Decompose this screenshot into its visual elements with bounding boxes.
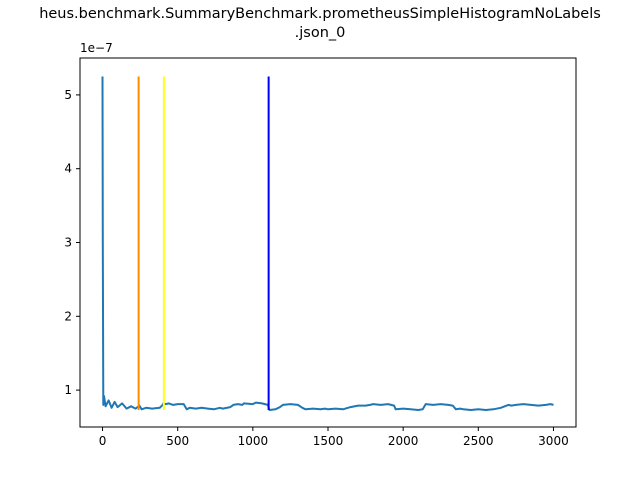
x-tick-label: 0 bbox=[99, 434, 107, 448]
x-tick-label: 2500 bbox=[463, 434, 494, 448]
x-tick-label: 1500 bbox=[313, 434, 344, 448]
y-tick-label: 1 bbox=[64, 383, 72, 397]
chart-title-line-2: .json_0 bbox=[295, 25, 346, 41]
axes-frame bbox=[79, 57, 577, 428]
y-tick-label: 5 bbox=[64, 88, 72, 102]
y-tick-label: 4 bbox=[64, 162, 72, 176]
x-tick-label: 1000 bbox=[238, 434, 269, 448]
series-line-0 bbox=[101, 76, 554, 411]
chart-title-line-1: heus.benchmark.SummaryBenchmark.promethe… bbox=[39, 6, 601, 22]
x-axis-ticks: 0 500 1000 1500 2000 2500 3000 bbox=[99, 427, 569, 448]
y-tick-label: 3 bbox=[64, 236, 72, 250]
x-tick-label: 500 bbox=[166, 434, 189, 448]
x-tick-label: 2000 bbox=[388, 434, 419, 448]
y-axis-ticks: 1 2 3 4 5 bbox=[64, 88, 80, 397]
x-tick-label: 3000 bbox=[538, 434, 569, 448]
y-tick-label: 2 bbox=[64, 309, 72, 323]
plot-area bbox=[101, 76, 554, 411]
y-axis-exponent-label: 1e−7 bbox=[80, 41, 113, 55]
